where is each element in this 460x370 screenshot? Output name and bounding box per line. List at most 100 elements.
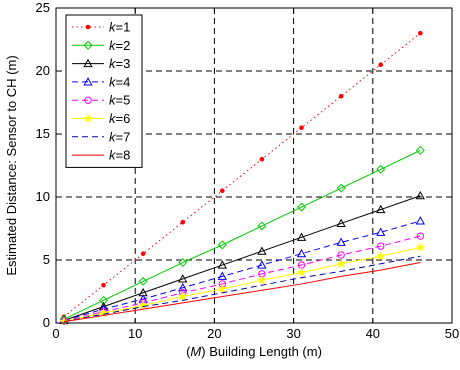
data-point (416, 232, 425, 240)
legend-item: k=7 (72, 129, 130, 144)
data-point (177, 291, 188, 301)
data-point (217, 271, 227, 280)
data-point (376, 227, 386, 236)
series-line (63, 195, 421, 321)
series-line (63, 255, 421, 322)
data-point (98, 307, 109, 317)
data-point (336, 218, 346, 227)
legend-item: k=2 (72, 38, 130, 53)
series-line (63, 262, 421, 323)
data-point (336, 258, 346, 268)
legend-item: k=6 (72, 111, 130, 126)
data-point (338, 93, 344, 99)
x-tick-label: 40 (366, 326, 380, 341)
series-3 (59, 190, 425, 325)
legend-label-value: =2 (116, 38, 131, 53)
data-point (83, 113, 93, 123)
legend-item: k=1 (72, 20, 130, 35)
data-point (378, 62, 384, 67)
data-point (296, 267, 307, 277)
x-tick-label: 0 (52, 326, 59, 341)
data-point (415, 145, 425, 155)
data-point (375, 251, 386, 261)
y-tick-label: 15 (36, 126, 50, 141)
legend-label-variable: k (109, 93, 117, 108)
y-tick-label: 5 (43, 252, 50, 267)
x-tick-label: 20 (207, 326, 221, 341)
legend-label-value: =8 (116, 148, 131, 163)
axis-ticks: 0 10 20 30 40 50 0 5 10 15 20 25 (36, 0, 460, 341)
data-point (178, 258, 188, 268)
data-point (418, 30, 423, 36)
data-point (336, 183, 346, 193)
legend-label-value: =3 (116, 56, 131, 71)
legend-item: k=4 (72, 74, 130, 89)
legend-label-variable: k (109, 111, 117, 126)
legend-label: k=5 (109, 93, 130, 108)
y-tick-label: 0 (43, 315, 50, 330)
data-point (336, 237, 346, 246)
y-tick-label: 25 (36, 0, 50, 15)
legend-label-value: =6 (116, 111, 131, 126)
legend-label: k=7 (109, 129, 130, 144)
series-6 (59, 242, 426, 326)
data-point (180, 219, 186, 225)
legend-label-variable: k (109, 129, 117, 144)
legend-label-variable: k (109, 56, 117, 71)
legend-label-variable: k (109, 148, 117, 163)
data-point (296, 232, 307, 241)
data-point (217, 283, 228, 294)
legend-label-value: =1 (116, 20, 131, 35)
data-point (377, 242, 385, 250)
data-point (178, 282, 188, 292)
data-point (138, 276, 148, 286)
data-point (83, 77, 93, 86)
data-point (257, 221, 267, 231)
legend-label: k=8 (109, 148, 130, 163)
legend-box (65, 14, 143, 168)
x-axis-label: (M) Building Length (m) (186, 344, 322, 359)
data-point (297, 202, 307, 212)
legend-item: k=8 (72, 148, 130, 163)
legend-label-value: =5 (116, 93, 131, 108)
data-point (101, 282, 106, 288)
data-point (299, 125, 304, 130)
data-point (376, 164, 386, 174)
series-line (63, 246, 421, 322)
legend-label: k=2 (109, 38, 130, 53)
data-point (178, 274, 188, 283)
series-2 (59, 145, 425, 324)
legend-label-value: =7 (116, 129, 131, 144)
data-point (337, 251, 345, 259)
data-point (99, 295, 109, 305)
data-point (83, 58, 93, 68)
data-point (84, 96, 92, 104)
series-line (63, 220, 421, 321)
data-point (415, 216, 425, 225)
legend-label-variable: k (109, 38, 117, 53)
legend-label: k=1 (109, 20, 130, 35)
series-line (63, 149, 421, 320)
legend-label-variable: k (109, 74, 117, 89)
data-point (217, 240, 227, 250)
data-point (138, 300, 148, 310)
y-axis-label: Estimated Distance: Sensor to CH (m) (4, 55, 19, 275)
legend-label: k=3 (109, 56, 130, 71)
series-4 (59, 216, 425, 325)
x-tick-label: 30 (286, 326, 300, 341)
series-1 (61, 30, 423, 320)
legend: k=1k=2k=3k=4k=5k=6k=7k=8 (65, 14, 143, 168)
data-point (257, 246, 267, 255)
series-8 (63, 262, 421, 323)
y-tick-label: 10 (36, 189, 50, 204)
legend-item: k=3 (72, 56, 130, 71)
data-point (85, 24, 91, 30)
legend-label: k=6 (109, 111, 130, 126)
legend-item: k=5 (72, 93, 130, 108)
x-tick-label: 50 (445, 326, 459, 341)
plot-area-frame (55, 7, 453, 324)
y-tick-label: 20 (36, 63, 50, 78)
data-point (257, 275, 267, 285)
series-layer (59, 30, 426, 326)
